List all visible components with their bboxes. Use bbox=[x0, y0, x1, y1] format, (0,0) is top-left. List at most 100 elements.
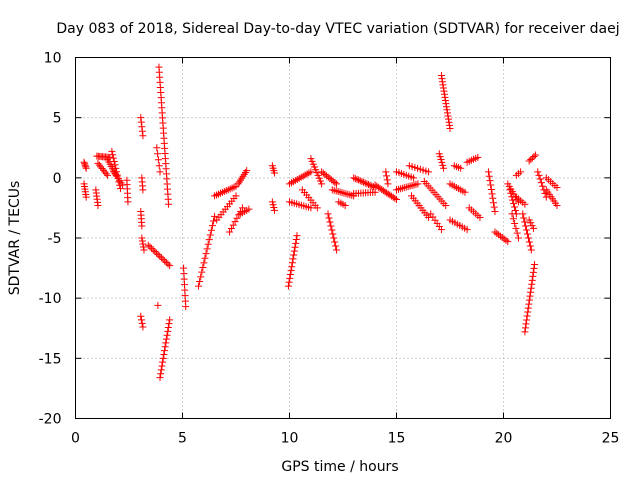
data-point bbox=[414, 180, 422, 188]
data-point bbox=[439, 84, 447, 92]
data-point bbox=[529, 272, 537, 280]
data-point bbox=[288, 259, 296, 267]
data-point bbox=[440, 87, 448, 95]
data-point bbox=[330, 186, 338, 194]
data-point bbox=[435, 150, 443, 158]
data-point bbox=[229, 221, 237, 229]
data-point bbox=[139, 132, 147, 140]
data-point bbox=[517, 168, 525, 176]
data-point bbox=[486, 177, 494, 185]
data-point bbox=[356, 177, 364, 185]
data-point bbox=[524, 234, 532, 242]
data-point bbox=[511, 206, 519, 214]
data-point bbox=[211, 212, 219, 220]
data-point bbox=[338, 189, 346, 197]
data-point bbox=[371, 188, 379, 196]
data-point bbox=[513, 229, 521, 237]
data-point bbox=[290, 251, 298, 259]
data-point bbox=[137, 118, 145, 126]
data-point bbox=[104, 171, 112, 179]
data-point bbox=[438, 78, 446, 86]
data-point bbox=[393, 195, 400, 203]
data-point bbox=[510, 200, 518, 208]
data-point bbox=[521, 328, 529, 336]
data-point bbox=[461, 188, 469, 196]
data-point bbox=[524, 304, 532, 312]
x-tick-label: 10 bbox=[281, 431, 299, 447]
data-point bbox=[444, 115, 452, 123]
data-point bbox=[410, 181, 418, 189]
x-tick-label: 5 bbox=[178, 431, 187, 447]
data-point bbox=[394, 185, 402, 193]
y-tick-label: -20 bbox=[39, 412, 62, 428]
data-point bbox=[204, 240, 212, 248]
data-point bbox=[526, 242, 534, 250]
data-point bbox=[166, 262, 174, 270]
data-point bbox=[116, 185, 124, 193]
y-tick-label: -15 bbox=[39, 351, 62, 367]
data-point bbox=[82, 193, 90, 201]
data-point bbox=[162, 259, 170, 267]
data-point bbox=[341, 202, 349, 210]
data-point bbox=[290, 247, 298, 255]
data-point bbox=[144, 241, 152, 249]
data-point bbox=[165, 320, 173, 328]
data-point bbox=[525, 296, 533, 304]
data-point bbox=[154, 251, 162, 259]
data-point bbox=[463, 226, 471, 234]
data-point bbox=[535, 171, 543, 179]
data-point bbox=[382, 168, 390, 176]
data-point bbox=[485, 168, 493, 176]
data-point bbox=[525, 157, 533, 165]
data-point bbox=[507, 189, 515, 197]
data-point bbox=[156, 374, 164, 382]
data-point bbox=[291, 243, 299, 251]
data-point bbox=[154, 301, 162, 309]
data-point bbox=[138, 222, 146, 230]
data-point bbox=[208, 222, 216, 230]
data-point bbox=[137, 114, 145, 122]
data-point bbox=[232, 192, 240, 200]
data-point bbox=[443, 106, 451, 114]
data-point bbox=[82, 164, 90, 172]
data-point bbox=[331, 179, 339, 187]
data-point bbox=[148, 244, 156, 252]
data-point bbox=[383, 172, 391, 180]
data-point bbox=[164, 324, 172, 332]
data-point bbox=[340, 189, 348, 197]
data-point bbox=[227, 225, 235, 233]
data-point bbox=[158, 362, 166, 370]
data-point bbox=[527, 288, 535, 296]
data-point bbox=[525, 238, 533, 246]
data-point bbox=[330, 234, 338, 242]
data-point bbox=[245, 205, 253, 213]
data-point bbox=[139, 243, 147, 251]
data-point bbox=[445, 118, 453, 126]
data-point bbox=[195, 282, 203, 290]
data-point bbox=[400, 184, 408, 192]
data-point bbox=[197, 273, 205, 281]
data-point bbox=[137, 316, 145, 324]
data-point bbox=[425, 168, 433, 176]
data-point bbox=[162, 339, 170, 347]
tick-labels: 0 5 10 15 20 25 -20 -15 -10 -5 0 5 10 bbox=[39, 51, 620, 447]
data-point bbox=[166, 316, 174, 324]
data-point bbox=[440, 164, 448, 172]
data-point bbox=[333, 180, 341, 188]
data-point bbox=[271, 206, 279, 214]
data-point bbox=[512, 224, 520, 232]
data-point bbox=[164, 327, 172, 335]
data-point bbox=[81, 160, 89, 168]
data-point bbox=[199, 264, 207, 272]
data-point bbox=[159, 358, 167, 366]
data-point bbox=[369, 183, 377, 191]
data-point bbox=[528, 154, 536, 162]
data-point bbox=[333, 246, 341, 254]
x-tick-label: 25 bbox=[602, 431, 620, 447]
data-point bbox=[446, 124, 454, 132]
data-point bbox=[205, 236, 213, 244]
data-point bbox=[350, 174, 358, 182]
data-point bbox=[200, 259, 208, 267]
data-point bbox=[138, 319, 146, 327]
data-point bbox=[285, 278, 293, 286]
